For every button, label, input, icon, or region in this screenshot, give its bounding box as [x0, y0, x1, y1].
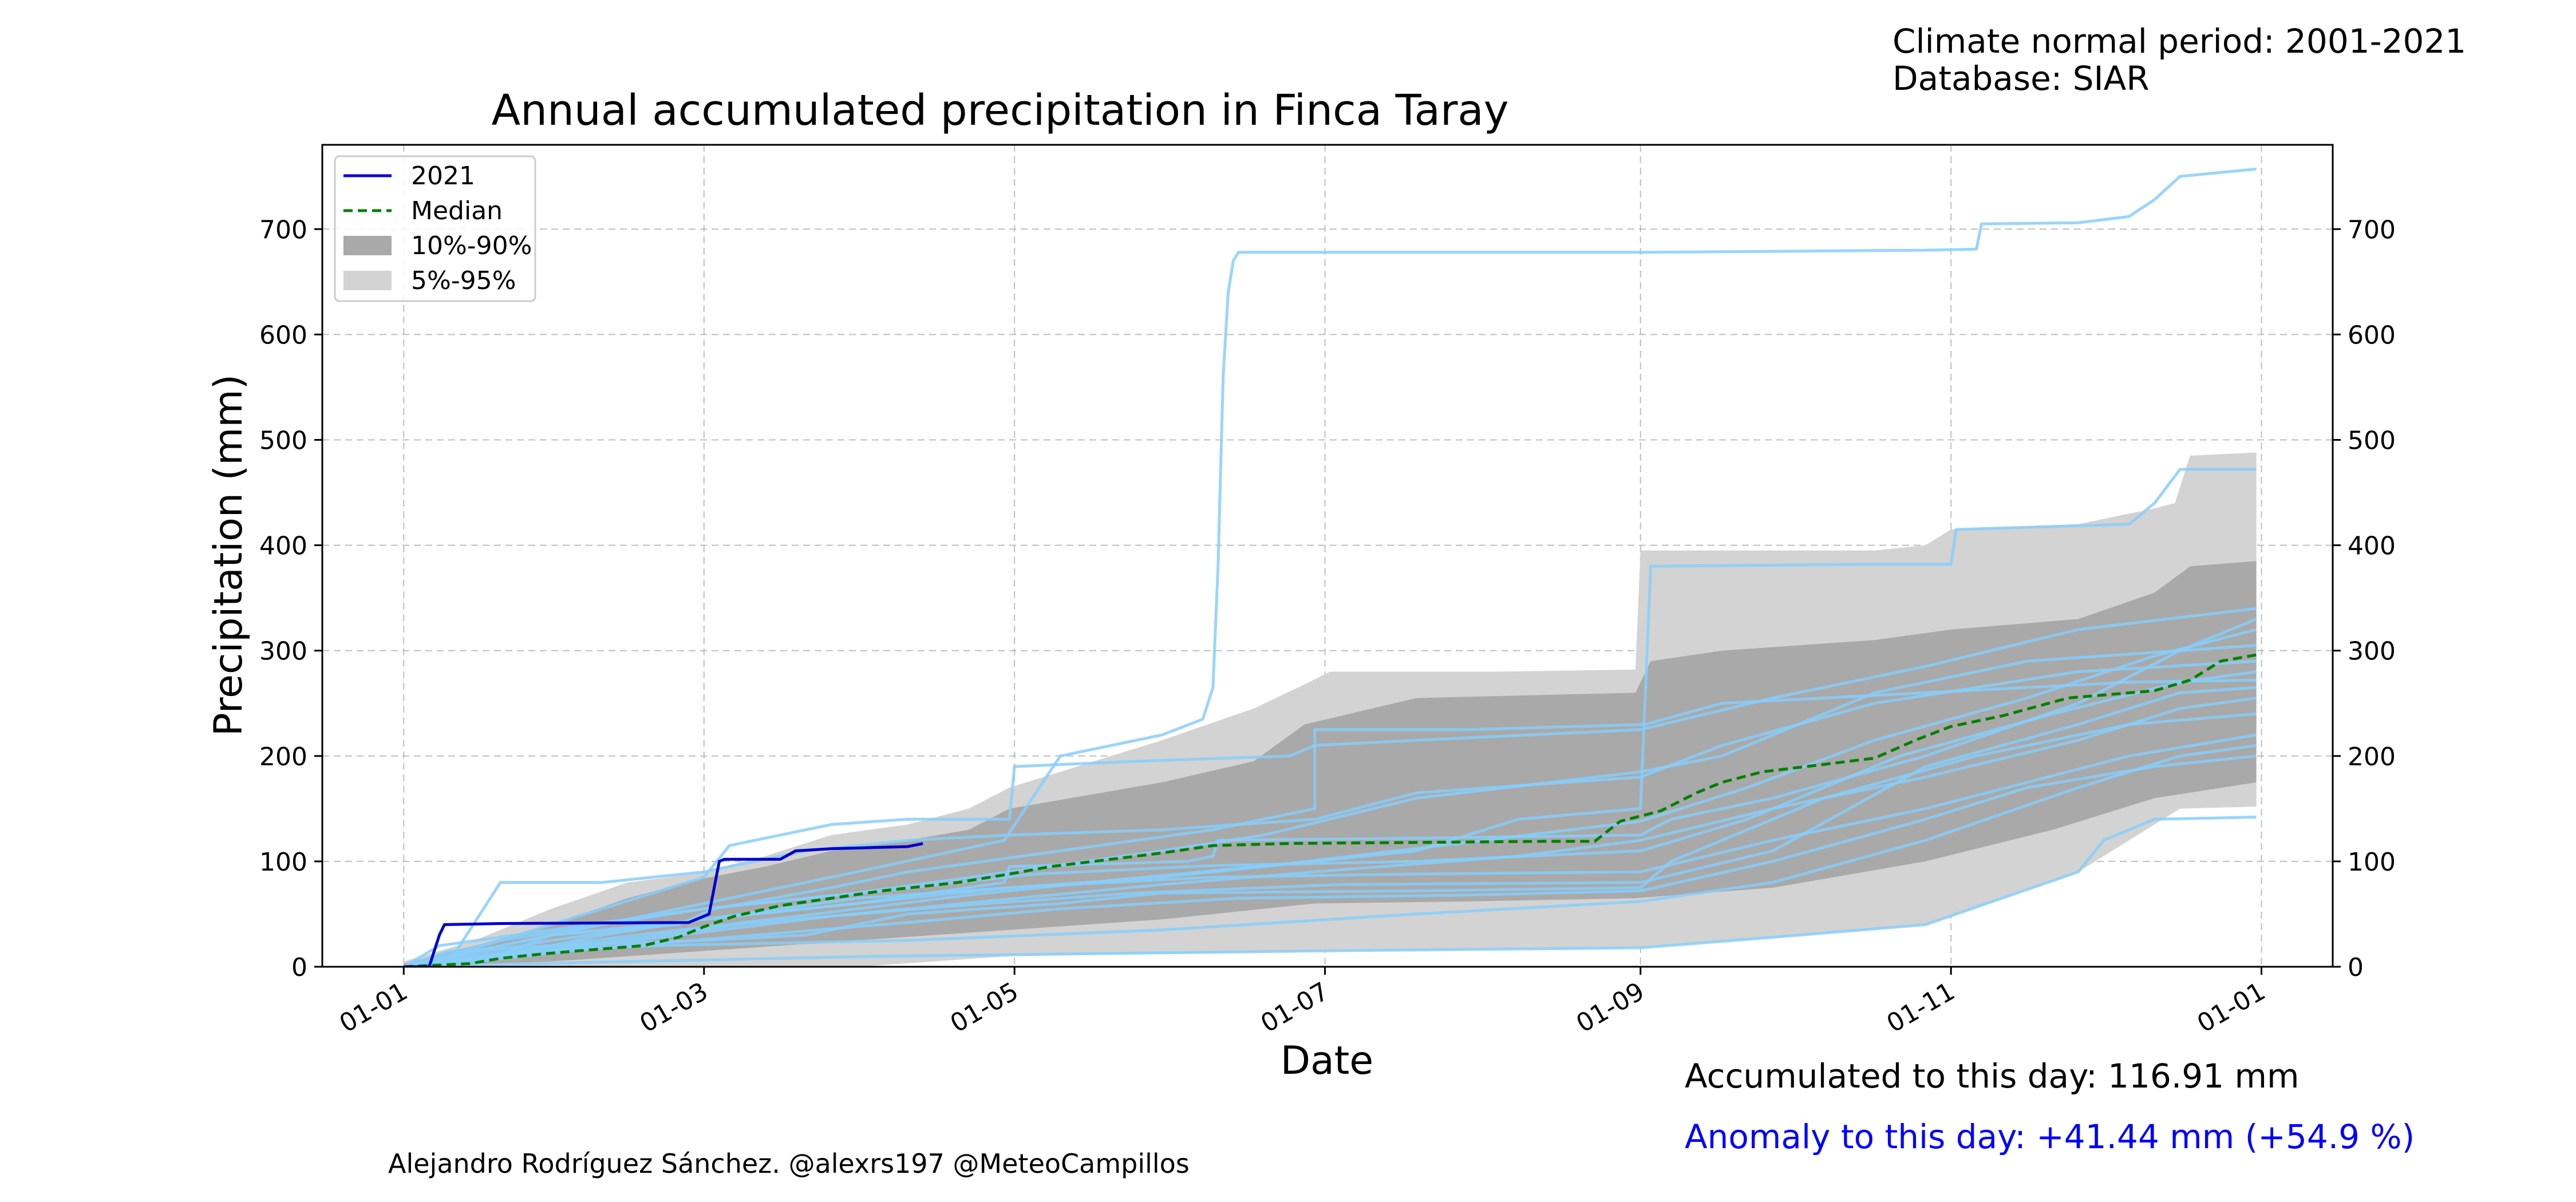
y-tick-label-left: 100 [259, 848, 307, 877]
current-year-series [404, 842, 923, 967]
historic-year-line [403, 607, 2257, 967]
chart-title: Annual accumulated precipitation in Finc… [491, 86, 1508, 135]
historic-year-line [403, 628, 2257, 967]
accumulated-text: Accumulated to this day: 116.91 mm [1685, 1057, 2300, 1096]
y-tick-label-left: 0 [291, 953, 307, 982]
y-tick-label-left: 600 [259, 321, 307, 350]
historic-year-line [403, 686, 2257, 967]
median-line [404, 653, 2257, 967]
median-series [404, 653, 2257, 967]
y-tick-label-right: 500 [2348, 426, 2396, 455]
y-tick-label-left: 500 [259, 426, 307, 455]
legend-label: 2021 [411, 161, 475, 191]
current-year-line [404, 842, 923, 967]
y-tick-label-right: 300 [2348, 637, 2396, 666]
historic-year-line [404, 659, 2257, 967]
historic-year-line [404, 754, 2257, 967]
band-10-90-area [404, 561, 2257, 967]
legend-box [334, 155, 536, 302]
climate-normal-text: Climate normal period: 2001-2021 [1893, 22, 2466, 61]
y-tick-label-right: 700 [2348, 215, 2396, 244]
y-tick-label-left: 700 [259, 215, 307, 244]
y-tick-label-left: 300 [259, 637, 307, 666]
historic-year-line [403, 670, 2257, 967]
legend-label: 10%-90% [411, 231, 532, 260]
legend-label: 5%-95% [411, 266, 516, 295]
y-tick-label-right: 0 [2348, 953, 2364, 982]
band-10-90 [404, 561, 2257, 967]
x-axis-label: Date [1281, 1038, 1374, 1084]
historic-year-line [403, 733, 2257, 967]
y-tick-label-right: 600 [2348, 321, 2396, 350]
legend-label: Median [411, 196, 503, 226]
y-tick-label-left: 200 [259, 742, 307, 772]
y-axis-label: Precipitation (mm) [206, 374, 251, 736]
y-tick-label-right: 100 [2348, 848, 2396, 877]
database-text: Database: SIAR [1893, 59, 2150, 98]
historic-year-line [404, 816, 2257, 967]
anomaly-text: Anomaly to this day: +41.44 mm (+54.9 %) [1685, 1117, 2415, 1156]
legend-swatch [343, 271, 392, 290]
y-tick-label-right: 200 [2348, 742, 2396, 772]
legend-swatch [343, 236, 392, 255]
credit-text: Alejandro Rodríguez Sánchez. @alexrs197 … [388, 1148, 1190, 1179]
historic-year-line [403, 468, 2257, 967]
legend: 2021 Median 10%-90% 5%-95% [334, 155, 536, 302]
y-tick-label-left: 400 [259, 532, 307, 561]
plot-frame [321, 144, 2334, 968]
historic-year-line [404, 697, 2257, 967]
historic-year-line [403, 167, 2257, 967]
y-tick-label-right: 400 [2348, 532, 2396, 561]
